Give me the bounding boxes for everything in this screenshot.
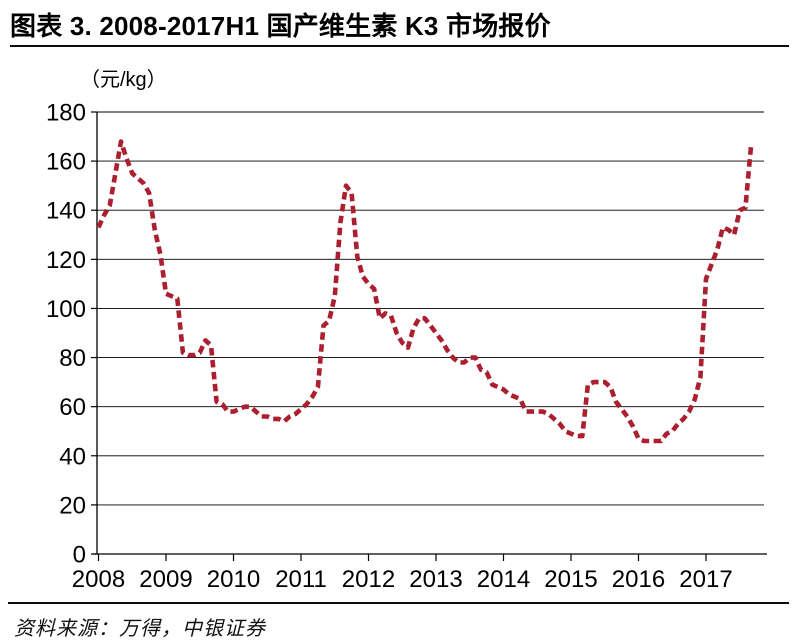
footer-rule <box>8 602 789 604</box>
x-tick-label: 2015 <box>544 566 597 593</box>
x-tick-label: 2008 <box>72 566 125 593</box>
y-tick-label: 0 <box>73 542 86 569</box>
y-tick-label: 40 <box>59 443 86 470</box>
x-tick-label: 2009 <box>139 566 192 593</box>
y-tick-label: 80 <box>59 345 86 372</box>
x-tick-label: 2017 <box>679 566 732 593</box>
x-tick-label: 2013 <box>409 566 462 593</box>
source-note: 资料来源：万得，中银证券 <box>14 618 266 640</box>
x-tick-label: 2010 <box>207 566 260 593</box>
x-tick-label: 2011 <box>275 566 327 593</box>
y-tick-label: 100 <box>46 296 86 323</box>
y-tick-label: 160 <box>46 149 86 176</box>
figure-title: 图表 3. 2008-2017H1 国产维生素 K3 市场报价 <box>10 11 551 41</box>
y-tick-label: 120 <box>46 247 86 274</box>
x-tick-label: 2012 <box>342 566 395 593</box>
y-tick-label: 180 <box>46 100 86 127</box>
y-tick-label: 20 <box>59 492 86 519</box>
price-line <box>96 139 754 444</box>
y-tick-label: 140 <box>46 198 86 225</box>
y-tick-label: 60 <box>59 394 86 421</box>
x-tick-label: 2016 <box>612 566 665 593</box>
x-tick-label: 2014 <box>477 566 530 593</box>
title-underline <box>10 45 789 48</box>
unit-label: （元/kg） <box>80 68 167 91</box>
